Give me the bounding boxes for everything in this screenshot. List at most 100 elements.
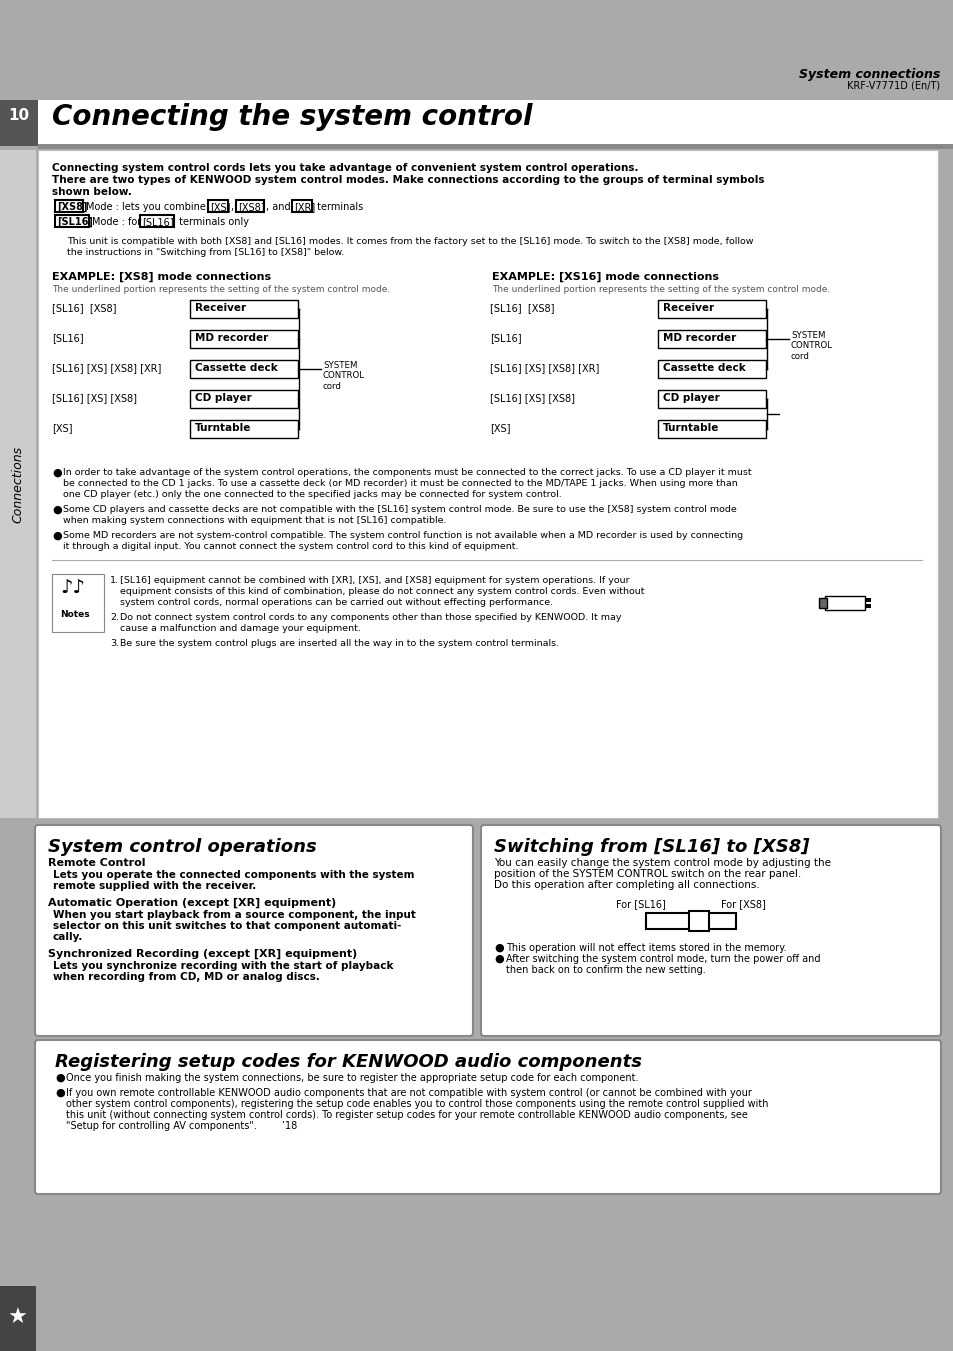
Text: terminals: terminals <box>314 203 363 212</box>
Text: it through a digital input. You cannot connect the system control cord to this k: it through a digital input. You cannot c… <box>63 542 518 551</box>
Text: system control cords, normal operations can be carried out without effecting per: system control cords, normal operations … <box>120 598 553 607</box>
Text: CD player: CD player <box>662 393 719 403</box>
Text: Synchronized Recording (except [XR] equipment): Synchronized Recording (except [XR] equi… <box>48 948 356 959</box>
Bar <box>190 390 297 408</box>
Text: [XS]: [XS] <box>490 423 510 434</box>
Text: After switching the system control mode, turn the power off and: After switching the system control mode,… <box>505 954 820 965</box>
Text: For [XS8]: For [XS8] <box>720 898 765 909</box>
Bar <box>140 215 173 227</box>
Text: one CD player (etc.) only the one connected to the specified jacks may be connec: one CD player (etc.) only the one connec… <box>63 490 561 499</box>
Text: [SL16]: [SL16] <box>52 332 84 343</box>
Text: This operation will not effect items stored in the memory.: This operation will not effect items sto… <box>505 943 786 952</box>
Text: Connecting the system control: Connecting the system control <box>52 103 532 131</box>
Text: Switching from [SL16] to [XS8]: Switching from [SL16] to [XS8] <box>494 838 809 857</box>
Text: ●: ● <box>55 1073 65 1084</box>
FancyBboxPatch shape <box>480 825 940 1036</box>
Text: when making system connections with equipment that is not [SL16] compatible.: when making system connections with equi… <box>63 516 446 526</box>
Text: Some CD players and cassette decks are not compatible with the [SL16] system con: Some CD players and cassette decks are n… <box>63 505 736 513</box>
Bar <box>38 100 953 146</box>
Text: then back on to confirm the new setting.: then back on to confirm the new setting. <box>505 965 705 975</box>
Text: EXAMPLE: [XS8] mode connections: EXAMPLE: [XS8] mode connections <box>52 272 271 282</box>
Text: [SL16] [XS] [XS8] [XR]: [SL16] [XS] [XS8] [XR] <box>490 363 598 373</box>
Text: In order to take advantage of the system control operations, the components must: In order to take advantage of the system… <box>63 467 751 477</box>
Text: the instructions in "Switching from [SL16] to [XS8]" below.: the instructions in "Switching from [SL1… <box>67 249 344 257</box>
Text: [SL16]: [SL16] <box>57 218 92 227</box>
Text: ●: ● <box>52 467 62 478</box>
Bar <box>818 598 826 608</box>
Text: remote supplied with the receiver.: remote supplied with the receiver. <box>53 881 256 892</box>
Bar <box>645 913 735 929</box>
Bar <box>208 200 228 212</box>
Text: ♪♪: ♪♪ <box>60 578 85 597</box>
Text: System control operations: System control operations <box>48 838 316 857</box>
Text: [XS8]: [XS8] <box>237 203 264 212</box>
Text: ★: ★ <box>8 1308 28 1328</box>
Text: There are two types of KENWOOD system control modes. Make connections according : There are two types of KENWOOD system co… <box>52 176 763 185</box>
Text: For [SL16]: For [SL16] <box>616 898 665 909</box>
Bar <box>52 574 104 632</box>
Bar <box>190 300 297 317</box>
Text: Once you finish making the system connections, be sure to register the appropria: Once you finish making the system connec… <box>66 1073 638 1084</box>
Bar <box>658 390 765 408</box>
Bar <box>658 300 765 317</box>
Bar <box>292 200 312 212</box>
Text: [SL16] equipment cannot be combined with [XR], [XS], and [XS8] equipment for sys: [SL16] equipment cannot be combined with… <box>120 576 629 585</box>
Text: [SL16] [XS] [XS8]: [SL16] [XS] [XS8] <box>490 393 575 403</box>
Text: Mode : lets you combine: Mode : lets you combine <box>86 203 209 212</box>
Text: Registering setup codes for KENWOOD audio components: Registering setup codes for KENWOOD audi… <box>55 1052 641 1071</box>
Text: This unit is compatible with both [XS8] and [SL16] modes. It comes from the fact: This unit is compatible with both [XS8] … <box>67 236 753 246</box>
Text: [XS]: [XS] <box>210 203 231 212</box>
Text: If you own remote controllable KENWOOD audio components that are not compatible : If you own remote controllable KENWOOD a… <box>66 1088 751 1098</box>
Bar <box>658 420 765 438</box>
Text: [SL16] [XS] [XS8]: [SL16] [XS] [XS8] <box>52 393 137 403</box>
Text: Cassette deck: Cassette deck <box>194 363 277 373</box>
Text: this unit (without connecting system control cords). To register setup codes for: this unit (without connecting system con… <box>66 1111 747 1120</box>
Bar <box>864 598 870 603</box>
Text: , and: , and <box>266 203 291 212</box>
Text: SYSTEM
CONTROL
cord: SYSTEM CONTROL cord <box>790 331 832 361</box>
FancyBboxPatch shape <box>35 825 473 1036</box>
Bar <box>0 0 953 100</box>
Bar <box>55 215 89 227</box>
Bar <box>190 330 297 349</box>
Text: Lets you operate the connected components with the system: Lets you operate the connected component… <box>53 870 414 880</box>
Text: Turntable: Turntable <box>662 423 719 434</box>
Bar <box>658 359 765 378</box>
Text: [SL16]  [XS8]: [SL16] [XS8] <box>52 303 116 313</box>
Bar <box>38 145 953 149</box>
Text: When you start playback from a source component, the input: When you start playback from a source co… <box>53 911 416 920</box>
Text: Receiver: Receiver <box>194 303 246 313</box>
Text: Be sure the system control plugs are inserted all the way in to the system contr: Be sure the system control plugs are ins… <box>120 639 558 648</box>
Text: [XS8]: [XS8] <box>57 203 88 212</box>
Text: Do not connect system control cords to any components other than those specified: Do not connect system control cords to a… <box>120 613 620 621</box>
Bar <box>658 330 765 349</box>
Text: ●: ● <box>55 1088 65 1098</box>
Text: [SL16]: [SL16] <box>490 332 521 343</box>
FancyBboxPatch shape <box>35 1040 940 1194</box>
Text: EXAMPLE: [XS16] mode connections: EXAMPLE: [XS16] mode connections <box>492 272 719 282</box>
Text: "Setup for controlling AV components".        ’18: "Setup for controlling AV components". ’… <box>66 1121 297 1131</box>
Text: position of the SYSTEM CONTROL switch on the rear panel.: position of the SYSTEM CONTROL switch on… <box>494 869 801 880</box>
Bar <box>864 604 870 608</box>
Text: The underlined portion represents the setting of the system control mode.: The underlined portion represents the se… <box>492 285 829 295</box>
Bar <box>688 911 708 931</box>
Text: [XS]: [XS] <box>52 423 72 434</box>
Text: KRF-V7771D (En/T): KRF-V7771D (En/T) <box>846 80 939 91</box>
Bar <box>190 420 297 438</box>
Text: You can easily change the system control mode by adjusting the: You can easily change the system control… <box>494 858 830 867</box>
Text: ,: , <box>230 203 233 212</box>
Bar <box>0 1286 36 1351</box>
Text: selector on this unit switches to that component automati-: selector on this unit switches to that c… <box>53 921 401 931</box>
Text: 3.: 3. <box>110 639 119 648</box>
Text: Turntable: Turntable <box>194 423 251 434</box>
Bar <box>0 100 38 146</box>
Text: The underlined portion represents the setting of the system control mode.: The underlined portion represents the se… <box>52 285 390 295</box>
Text: [SL16]  [XS8]: [SL16] [XS8] <box>490 303 554 313</box>
Text: Remote Control: Remote Control <box>48 858 146 867</box>
Text: shown below.: shown below. <box>52 186 132 197</box>
Text: other system control components), registering the setup code enables you to cont: other system control components), regist… <box>66 1098 768 1109</box>
Text: Receiver: Receiver <box>662 303 714 313</box>
Text: ●: ● <box>52 505 62 515</box>
Text: [SL16]: [SL16] <box>142 218 173 227</box>
Bar <box>235 200 264 212</box>
